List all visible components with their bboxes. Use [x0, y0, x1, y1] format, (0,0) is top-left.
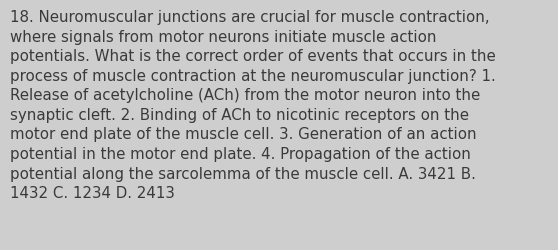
Text: 18. Neuromuscular junctions are crucial for muscle contraction,
where signals fr: 18. Neuromuscular junctions are crucial …: [10, 10, 496, 200]
